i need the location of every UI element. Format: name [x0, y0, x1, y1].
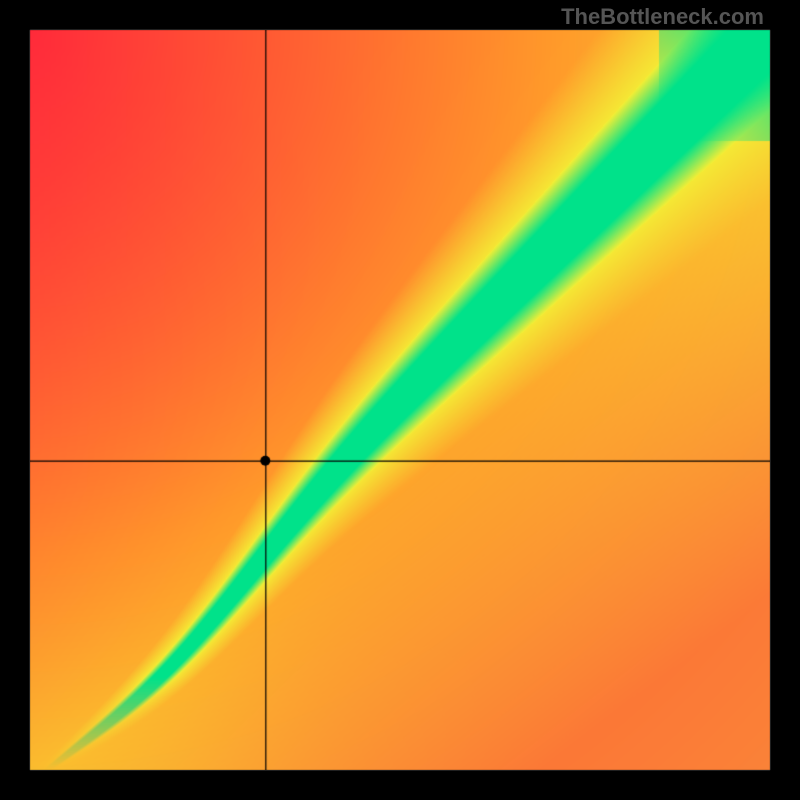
frame-canvas [0, 0, 800, 800]
watermark-label: TheBottleneck.com [561, 4, 764, 30]
